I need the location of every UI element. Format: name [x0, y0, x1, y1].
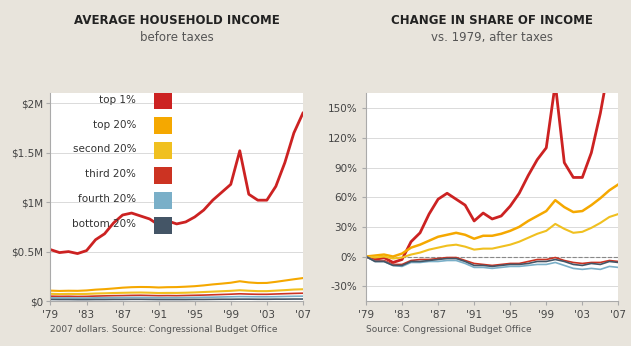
Text: second 20%: second 20% [73, 145, 136, 154]
Text: 2007 dollars. Source: Congressional Budget Office: 2007 dollars. Source: Congressional Budg… [50, 325, 278, 334]
Text: bottom 20%: bottom 20% [73, 219, 136, 229]
FancyBboxPatch shape [154, 167, 172, 184]
FancyBboxPatch shape [154, 192, 172, 209]
FancyBboxPatch shape [154, 117, 172, 134]
Text: CHANGE IN SHARE OF INCOME: CHANGE IN SHARE OF INCOME [391, 14, 593, 27]
Text: third 20%: third 20% [85, 170, 136, 179]
Text: top 1%: top 1% [100, 95, 136, 104]
FancyBboxPatch shape [154, 217, 172, 234]
Text: before taxes: before taxes [140, 31, 213, 44]
Text: fourth 20%: fourth 20% [78, 194, 136, 204]
Text: Source: Congressional Budget Office: Source: Congressional Budget Office [366, 325, 531, 334]
Text: vs. 1979, after taxes: vs. 1979, after taxes [431, 31, 553, 44]
FancyBboxPatch shape [154, 142, 172, 159]
FancyBboxPatch shape [154, 92, 172, 109]
Text: AVERAGE HOUSEHOLD INCOME: AVERAGE HOUSEHOLD INCOME [74, 14, 280, 27]
Text: top 20%: top 20% [93, 120, 136, 129]
